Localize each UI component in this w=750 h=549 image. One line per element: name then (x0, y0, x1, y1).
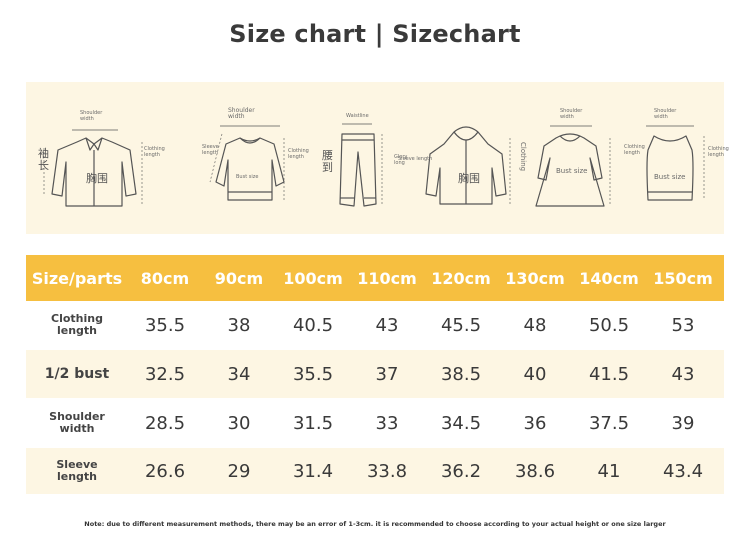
table-row-half-bust: 1/2 bust 32.5 34 35.5 37 38.5 40 41.5 43 (26, 350, 724, 398)
length-label: Glory long (394, 154, 408, 166)
size-110: 110cm (357, 268, 417, 288)
table-cell: 37 (375, 363, 399, 385)
waistline-label: Waistline (346, 113, 369, 119)
measurement-note: Note: due to different measurement metho… (84, 520, 666, 528)
shirt-illustration (43, 129, 143, 207)
table-cell: 43 (375, 314, 399, 336)
clothing-length-label: Clothing length (708, 146, 729, 158)
table-row-shoulder-width: Shoulder width 28.5 30 31.5 33 34.5 36 3… (26, 399, 724, 447)
clothing-length-label: Clothing (519, 142, 527, 172)
shoulder-width-label: Shoulder width (560, 108, 583, 120)
bust-size-label: Bust size (654, 173, 686, 181)
clothing-length-label: Clothing length (288, 148, 309, 160)
table-row-sleeve-length: Sleeve length 26.6 29 31.4 33.8 36.2 38.… (26, 448, 724, 494)
table-cell: 30 (227, 412, 251, 434)
table-cell: 39 (671, 412, 695, 434)
table-cell: 36.2 (440, 460, 482, 482)
sleeve-length-label: Sleeve length (202, 144, 219, 156)
table-cell: 34 (227, 363, 251, 385)
table-cell: 26.6 (144, 460, 186, 482)
table-cell: 38.5 (440, 363, 482, 385)
table-cell: 34.5 (440, 412, 482, 434)
shoulder-width-label: Shoulder width (80, 110, 103, 122)
size-table-header: Size/parts 80cm 90cm 100cm 110cm 120cm 1… (26, 255, 724, 301)
table-cell: 50.5 (588, 314, 630, 336)
hoodie-diagram: Sleeve length 胸围 Clothing (398, 82, 548, 234)
clothing-length-label: Clothing length (624, 144, 645, 156)
table-cell: 40.5 (292, 314, 334, 336)
row-label: 1/2 bust (44, 366, 110, 382)
table-cell: 37.5 (588, 412, 630, 434)
sweater-illustration (209, 125, 285, 201)
dress-diagram: Shoulder width Bust size Clothing length (526, 82, 646, 234)
bust-size-label: Bust size (556, 167, 588, 175)
table-cell: 33.8 (366, 460, 408, 482)
table-cell: 36 (523, 412, 547, 434)
pants-illustration (339, 123, 383, 207)
table-cell: 41.5 (588, 363, 630, 385)
table-cell: 41 (597, 460, 621, 482)
row-label: Sleeve length (56, 458, 98, 483)
table-cell: 32.5 (144, 363, 186, 385)
table-cell: 38 (227, 314, 251, 336)
size-140: 140cm (579, 268, 639, 288)
table-cell: 29 (227, 460, 251, 482)
table-cell: 33 (375, 412, 399, 434)
table-cell: 38.6 (514, 460, 556, 482)
table-cell: 45.5 (440, 314, 482, 336)
hoodie-illustration (425, 126, 511, 205)
table-cell: 35.5 (292, 363, 334, 385)
measurement-diagram-panel: Shoulder width 袖 长 胸围 Clothing length Sh… (26, 82, 729, 234)
shirt-diagram: Shoulder width 袖 长 胸围 Clothing length (32, 82, 165, 234)
chest-label: 胸围 (458, 172, 480, 185)
table-cell: 48 (523, 314, 547, 336)
table-cell: 31.4 (292, 460, 334, 482)
bust-size-label: Bust size (236, 174, 259, 180)
table-cell: 28.5 (144, 412, 186, 434)
vest-illustration (646, 125, 705, 201)
row-label: Clothing length (51, 312, 103, 337)
chest-label: 胸围 (86, 172, 108, 185)
shoulder-width-label: Shoulder width (228, 107, 255, 120)
dress-illustration (535, 125, 611, 207)
pants-diagram: Waistline 腰 到 Glory long (290, 82, 407, 234)
sleeve-length-cn-label: 袖 长 (38, 147, 49, 172)
size-90: 90cm (214, 268, 264, 288)
clothing-length-label: Clothing length (144, 146, 165, 158)
header-label: Size/parts (31, 268, 123, 288)
table-cell: 43 (671, 363, 695, 385)
page-title: Size chart | Sizechart (229, 20, 521, 48)
table-row-clothing-length: Clothing length 35.5 38 40.5 43 45.5 48 … (26, 301, 724, 349)
sweater-diagram: Shoulder width Sleeve length Bust size C… (202, 82, 312, 234)
size-80: 80cm (140, 268, 190, 288)
shoulder-width-label: Shoulder width (654, 108, 677, 120)
table-cell: 40 (523, 363, 547, 385)
table-cell: 35.5 (144, 314, 186, 336)
waist-cn-label: 腰 到 (322, 149, 333, 174)
vest-diagram: Shoulder width Bust size Clothing length (634, 82, 729, 234)
table-cell: 53 (671, 314, 695, 336)
size-120: 120cm (431, 268, 491, 288)
size-130: 130cm (505, 268, 565, 288)
size-100: 100cm (283, 268, 343, 288)
size-150: 150cm (653, 268, 713, 288)
row-label: Shoulder width (49, 410, 105, 435)
table-cell: 43.4 (662, 460, 704, 482)
sleeve-length-label: Sleeve length (398, 156, 433, 162)
table-cell: 31.5 (292, 412, 334, 434)
